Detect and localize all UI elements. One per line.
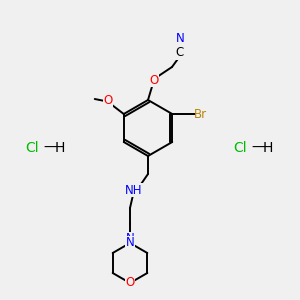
- Text: —: —: [251, 141, 265, 155]
- Text: O: O: [149, 74, 159, 86]
- Text: N: N: [176, 32, 184, 46]
- Text: NH: NH: [125, 184, 143, 196]
- Text: O: O: [125, 277, 135, 290]
- Text: H: H: [263, 141, 273, 155]
- Text: Cl: Cl: [25, 141, 39, 155]
- Text: N: N: [126, 236, 134, 250]
- Text: H: H: [55, 141, 65, 155]
- Text: Br: Br: [194, 107, 207, 121]
- Text: N: N: [126, 232, 134, 245]
- Text: —: —: [43, 141, 57, 155]
- Text: Cl: Cl: [233, 141, 247, 155]
- Text: O: O: [103, 94, 112, 107]
- Text: C: C: [176, 46, 184, 59]
